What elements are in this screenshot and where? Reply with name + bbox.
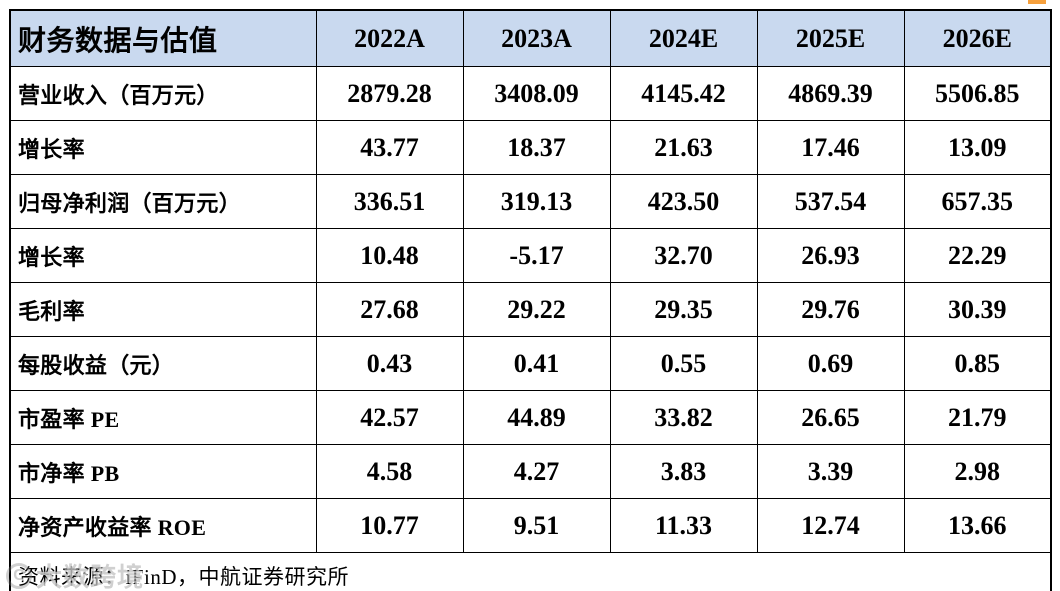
cell-value: 0.85 (903, 336, 1052, 391)
cell-value: 29.76 (756, 282, 905, 337)
cell-value: 10.48 (315, 228, 464, 283)
cell-value: 5506.85 (903, 66, 1052, 121)
cell-value: 11.33 (609, 498, 758, 553)
cell-value: 27.68 (315, 282, 464, 337)
table-source-row: 资料来源：iFinD，中航证券研究所 (9, 552, 1052, 591)
table-title: 财务数据与估值 (9, 9, 317, 67)
table-row: 每股收益（元） 0.43 0.41 0.55 0.69 0.85 (9, 336, 1052, 391)
cell-value: 43.77 (315, 120, 464, 175)
cell-value: 3.39 (756, 444, 905, 499)
col-header-2023a: 2023A (462, 9, 611, 67)
cell-value: 537.54 (756, 174, 905, 229)
table-row: 增长率 10.48 -5.17 32.70 26.93 22.29 (9, 228, 1052, 283)
row-label: 净资产收益率 ROE (9, 498, 317, 553)
table-row: 市盈率 PE 42.57 44.89 33.82 26.65 21.79 (9, 390, 1052, 445)
table-row: 增长率 43.77 18.37 21.63 17.46 13.09 (9, 120, 1052, 175)
table-row: 净资产收益率 ROE 10.77 9.51 11.33 12.74 13.66 (9, 498, 1052, 553)
cell-value: 30.39 (903, 282, 1052, 337)
cell-value: 4.58 (315, 444, 464, 499)
cell-value: 29.35 (609, 282, 758, 337)
cell-value: 2.98 (903, 444, 1052, 499)
cell-value: 0.41 (462, 336, 611, 391)
cell-value: 4145.42 (609, 66, 758, 121)
cell-value: -5.17 (462, 228, 611, 283)
source-note: 资料来源：iFinD，中航证券研究所 (9, 552, 1052, 591)
row-label: 增长率 (9, 120, 317, 175)
cell-value: 0.55 (609, 336, 758, 391)
cell-value: 0.69 (756, 336, 905, 391)
row-label: 市净率 PB (9, 444, 317, 499)
cell-value: 42.57 (315, 390, 464, 445)
row-label: 每股收益（元） (9, 336, 317, 391)
cell-value: 22.29 (903, 228, 1052, 283)
col-header-2024e: 2024E (609, 9, 758, 67)
cell-value: 26.65 (756, 390, 905, 445)
cell-value: 26.93 (756, 228, 905, 283)
cell-value: 4.27 (462, 444, 611, 499)
financial-data-table: 财务数据与估值 2022A 2023A 2024E 2025E 2026E 营业… (9, 9, 1052, 591)
cell-value: 319.13 (462, 174, 611, 229)
table-row: 营业收入（百万元） 2879.28 3408.09 4145.42 4869.3… (9, 66, 1052, 121)
cell-value: 657.35 (903, 174, 1052, 229)
cell-value: 18.37 (462, 120, 611, 175)
cell-value: 17.46 (756, 120, 905, 175)
row-label: 增长率 (9, 228, 317, 283)
cell-value: 32.70 (609, 228, 758, 283)
cell-value: 21.63 (609, 120, 758, 175)
cell-value: 3.83 (609, 444, 758, 499)
row-label: 归母净利润（百万元） (9, 174, 317, 229)
row-label: 营业收入（百万元） (9, 66, 317, 121)
row-label: 毛利率 (9, 282, 317, 337)
cell-value: 2879.28 (315, 66, 464, 121)
col-header-2026e: 2026E (903, 9, 1052, 67)
cell-value: 44.89 (462, 390, 611, 445)
cell-value: 336.51 (315, 174, 464, 229)
cell-value: 4869.39 (756, 66, 905, 121)
cell-value: 12.74 (756, 498, 905, 553)
cell-value: 9.51 (462, 498, 611, 553)
table-row: 毛利率 27.68 29.22 29.35 29.76 30.39 (9, 282, 1052, 337)
screen-edge-artifact (1028, 0, 1046, 4)
cell-value: 13.66 (903, 498, 1052, 553)
col-header-2022a: 2022A (315, 9, 464, 67)
table-row: 归母净利润（百万元） 336.51 319.13 423.50 537.54 6… (9, 174, 1052, 229)
cell-value: 0.43 (315, 336, 464, 391)
cell-value: 10.77 (315, 498, 464, 553)
col-header-2025e: 2025E (756, 9, 905, 67)
cell-value: 13.09 (903, 120, 1052, 175)
cell-value: 21.79 (903, 390, 1052, 445)
table-row: 市净率 PB 4.58 4.27 3.83 3.39 2.98 (9, 444, 1052, 499)
cell-value: 33.82 (609, 390, 758, 445)
cell-value: 29.22 (462, 282, 611, 337)
cell-value: 3408.09 (462, 66, 611, 121)
cell-value: 423.50 (609, 174, 758, 229)
table-header-row: 财务数据与估值 2022A 2023A 2024E 2025E 2026E (9, 9, 1052, 67)
row-label: 市盈率 PE (9, 390, 317, 445)
